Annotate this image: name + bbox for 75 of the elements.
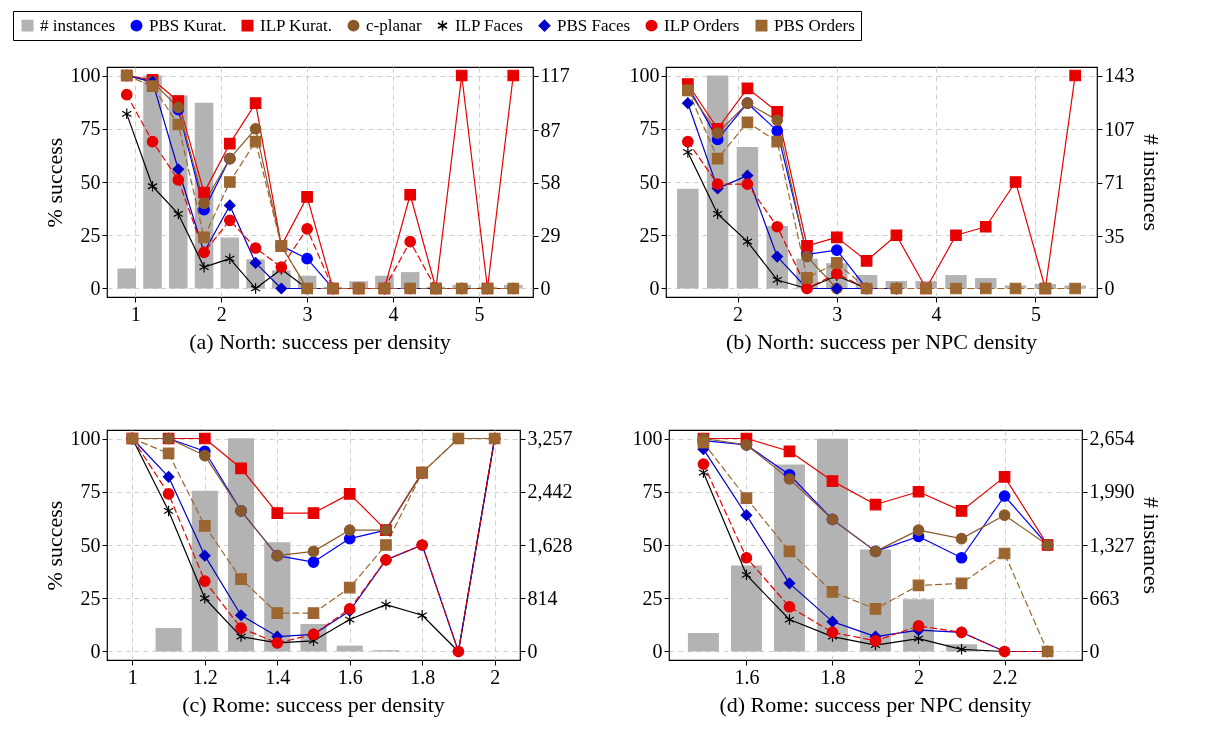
y-tick-label: 75 <box>639 117 660 140</box>
y-tick-label: 0 <box>649 276 660 299</box>
y2-tick-label: 58 <box>540 171 561 194</box>
x-tick-label: 3 <box>302 302 313 325</box>
y2-tick-label: 663 <box>1089 586 1120 609</box>
text: (d) Rome: success per NPC density <box>719 692 1032 717</box>
y-tick-label: 50 <box>642 533 663 556</box>
y2-tick-label: 71 <box>1104 171 1125 194</box>
x-tick-label: 2 <box>914 665 925 688</box>
y2-axis-title: # instances <box>1138 496 1164 595</box>
y2-tick-label: 3,257 <box>527 427 573 450</box>
text: (c) Rome: success per density <box>182 692 445 717</box>
x-tick-label: 1.8 <box>410 665 436 688</box>
y2-tick-label: 87 <box>540 118 561 141</box>
y2-axis-title: # instances <box>1138 133 1164 232</box>
x-tick-label: 2 <box>733 302 743 325</box>
y-axis-title: % success <box>41 500 67 591</box>
y2-tick-label: 143 <box>1104 64 1135 87</box>
x-tick-label: 3 <box>832 302 843 325</box>
text: (b) North: success per NPC density <box>725 329 1038 354</box>
legend-label: PBS Orders <box>774 15 855 35</box>
x-tick-label: 1.4 <box>265 665 291 688</box>
y2-tick-label: 117 <box>540 64 570 87</box>
legend-label: PBS Faces <box>557 15 631 35</box>
y-tick-label: 75 <box>642 480 663 503</box>
y-tick-label: 25 <box>80 223 101 246</box>
x-tick-label: 1 <box>127 665 138 688</box>
x-tick-label: 2 <box>216 302 227 325</box>
y2-tick-label: 1,628 <box>527 533 573 556</box>
x-tick-label: 1.8 <box>820 665 846 688</box>
x-tick-label: 1.2 <box>192 665 218 688</box>
y2-tick-label: 35 <box>1104 224 1125 247</box>
x-tick-label: 2.2 <box>992 665 1018 688</box>
y-tick-label: 100 <box>70 427 101 450</box>
y2-tick-label: 1,327 <box>1089 533 1135 556</box>
x-tick-label: 5 <box>474 302 485 325</box>
x-tick-label: 4 <box>388 302 399 325</box>
y2-tick-label: 814 <box>527 586 558 609</box>
y-axis-title: % success <box>41 137 67 228</box>
legend-label: c-planar <box>366 15 423 35</box>
legend-label: PBS Kurat. <box>149 15 227 35</box>
legend-label: ILP Faces <box>455 15 523 35</box>
y-tick-label: 75 <box>80 117 101 140</box>
legend-label: # instances <box>40 15 116 35</box>
y-tick-label: 75 <box>80 480 101 503</box>
y2-tick-label: 0 <box>1089 639 1100 662</box>
y-tick-label: 25 <box>642 586 663 609</box>
y-tick-label: 100 <box>70 64 101 87</box>
y-tick-label: 0 <box>90 639 101 662</box>
x-tick-label: 4 <box>931 302 942 325</box>
legend-label: ILP Orders <box>664 15 740 35</box>
y-tick-label: 25 <box>639 223 660 246</box>
y2-tick-label: 0 <box>1104 276 1115 299</box>
y-tick-label: 0 <box>90 276 101 299</box>
y-tick-label: 0 <box>652 639 663 662</box>
y2-tick-label: 0 <box>527 639 538 662</box>
x-tick-label: 1.6 <box>337 665 363 688</box>
y2-tick-label: 29 <box>540 224 561 247</box>
y2-tick-label: 107 <box>1104 117 1135 140</box>
text: (a) North: success per density <box>189 329 451 354</box>
y-tick-label: 100 <box>632 427 663 450</box>
y-tick-label: 25 <box>80 586 101 609</box>
y2-tick-label: 0 <box>540 276 551 299</box>
y2-tick-label: 2,442 <box>527 480 573 503</box>
y-tick-label: 50 <box>639 170 660 193</box>
y-tick-label: 50 <box>80 170 101 193</box>
y-tick-label: 50 <box>80 533 101 556</box>
y2-tick-label: 2,654 <box>1089 427 1135 450</box>
x-tick-label: 1 <box>130 302 141 325</box>
x-tick-label: 1.6 <box>734 665 760 688</box>
y2-tick-label: 1,990 <box>1089 480 1135 503</box>
x-tick-label: 2 <box>490 665 501 688</box>
y-tick-label: 100 <box>629 64 660 87</box>
x-tick-label: 5 <box>1030 302 1041 325</box>
legend-label: ILP Kurat. <box>260 15 333 35</box>
